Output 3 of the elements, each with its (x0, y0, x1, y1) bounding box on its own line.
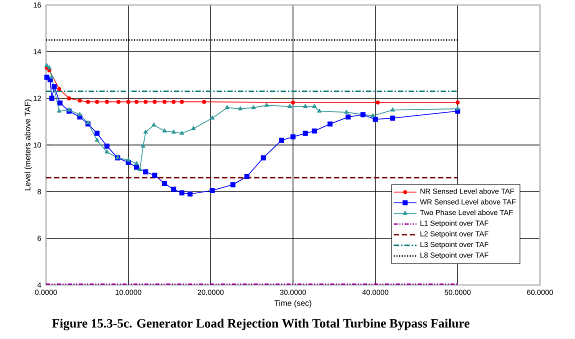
text: Figure 15.3-5c. Generator Load Rejection With Total Turbine Bypass Failure (52, 318, 470, 330)
y-axis-title: Level (meters above TAF) (24, 100, 32, 190)
x-axis-title: Time (sec) (274, 300, 312, 308)
